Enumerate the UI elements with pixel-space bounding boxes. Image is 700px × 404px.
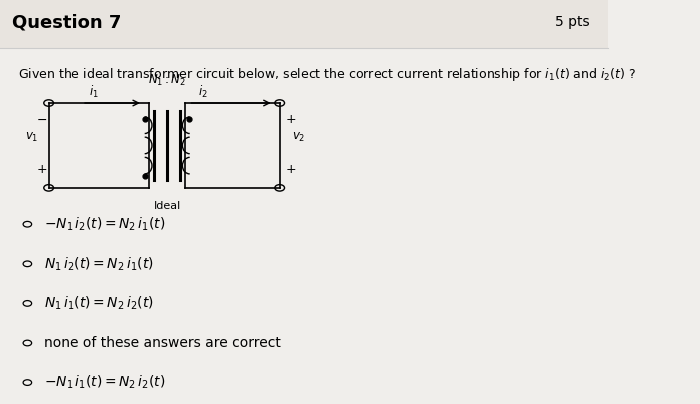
Text: Question 7: Question 7 [12, 13, 122, 31]
Text: $v_2$: $v_2$ [293, 131, 306, 144]
Text: $i_1$: $i_1$ [90, 84, 99, 100]
Text: 5 pts: 5 pts [555, 15, 590, 29]
FancyBboxPatch shape [0, 0, 608, 48]
Text: $-N_1\, i_2(t) = N_2\, i_1(t)$: $-N_1\, i_2(t) = N_2\, i_1(t)$ [44, 215, 165, 233]
Text: $v_1$: $v_1$ [25, 131, 38, 144]
Text: $+$: $+$ [285, 163, 296, 176]
Text: $N_1\, i_2(t) = N_2\, i_1(t)$: $N_1\, i_2(t) = N_2\, i_1(t)$ [44, 255, 153, 273]
Text: $N_1:N_2$: $N_1:N_2$ [148, 73, 186, 88]
Text: $+$: $+$ [285, 113, 296, 126]
Text: $-N_1\, i_1(t) = N_2\, i_2(t)$: $-N_1\, i_1(t) = N_2\, i_2(t)$ [44, 374, 165, 391]
Text: $N_1\, i_1(t) = N_2\, i_2(t)$: $N_1\, i_1(t) = N_2\, i_2(t)$ [44, 295, 153, 312]
Text: $-$: $-$ [36, 113, 47, 126]
Text: $+$: $+$ [36, 163, 47, 176]
Text: Ideal: Ideal [153, 201, 181, 211]
Text: none of these answers are correct: none of these answers are correct [44, 336, 281, 350]
Text: Given the ideal transformer circuit below, select the correct current relationsh: Given the ideal transformer circuit belo… [18, 66, 636, 83]
Text: $i_2$: $i_2$ [197, 84, 207, 100]
